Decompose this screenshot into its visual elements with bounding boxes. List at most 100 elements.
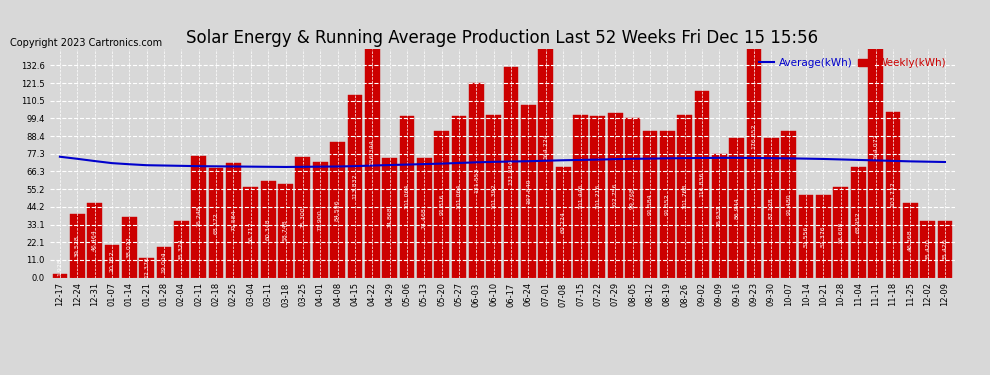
Text: 56.712: 56.712 — [248, 221, 253, 243]
Bar — [938, 221, 952, 278]
Bar — [278, 183, 293, 278]
Bar — [799, 195, 814, 278]
Text: 38.072: 38.072 — [127, 236, 132, 258]
Text: 1.928: 1.928 — [57, 258, 62, 276]
Text: 113.832: 113.832 — [352, 174, 357, 199]
Text: 51.376: 51.376 — [821, 226, 826, 247]
Bar — [834, 187, 848, 278]
Bar — [469, 83, 484, 278]
Bar — [486, 115, 501, 278]
Text: 39.528: 39.528 — [75, 235, 80, 257]
Text: 101.216: 101.216 — [595, 184, 600, 209]
Bar — [313, 162, 328, 278]
Bar — [400, 116, 415, 278]
Bar — [643, 131, 657, 278]
Bar — [140, 258, 154, 278]
Bar — [226, 163, 241, 278]
Bar — [521, 105, 536, 278]
Bar — [70, 214, 84, 278]
Bar — [87, 203, 102, 278]
Text: 56.608: 56.608 — [839, 222, 843, 243]
Text: 12.376: 12.376 — [145, 257, 149, 279]
Bar — [331, 142, 345, 278]
Bar — [105, 245, 120, 278]
Bar — [365, 27, 379, 278]
Text: 102.756: 102.756 — [613, 183, 618, 208]
Text: 101.064: 101.064 — [405, 184, 410, 209]
Text: 91.584: 91.584 — [647, 194, 652, 215]
Bar — [451, 116, 466, 278]
Text: 69.224: 69.224 — [560, 211, 565, 233]
Bar — [156, 247, 171, 278]
Bar — [730, 138, 744, 278]
Bar — [504, 66, 519, 278]
Text: 75.300: 75.300 — [300, 207, 305, 228]
Text: 35.420: 35.420 — [942, 238, 947, 260]
Bar — [174, 221, 189, 278]
Text: 101.768: 101.768 — [682, 183, 687, 209]
Bar — [695, 91, 710, 278]
Legend: Average(kWh), Weekly(kWh): Average(kWh), Weekly(kWh) — [754, 54, 950, 72]
Text: 99.768: 99.768 — [630, 187, 635, 209]
Text: 101.064: 101.064 — [456, 184, 461, 209]
Bar — [850, 167, 865, 278]
Text: 84.596: 84.596 — [335, 199, 341, 220]
Bar — [903, 203, 918, 278]
Text: 68.952: 68.952 — [855, 211, 860, 233]
Text: 58.748: 58.748 — [283, 220, 288, 242]
Bar — [626, 118, 640, 278]
Text: 91.816: 91.816 — [440, 194, 445, 215]
Bar — [868, 15, 883, 278]
Bar — [191, 156, 206, 278]
Text: 71.584: 71.584 — [231, 209, 236, 231]
Text: 91.552: 91.552 — [664, 194, 670, 215]
Text: 68.372: 68.372 — [214, 212, 219, 234]
Text: Copyright 2023 Cartronics.com: Copyright 2023 Cartronics.com — [10, 38, 162, 48]
Text: 121.552: 121.552 — [474, 168, 479, 193]
Bar — [555, 167, 570, 278]
Text: 51.556: 51.556 — [804, 226, 809, 247]
Text: 91.480: 91.480 — [786, 194, 791, 215]
Text: 35.324: 35.324 — [179, 238, 184, 260]
Text: 35.420: 35.420 — [925, 238, 930, 260]
Bar — [660, 131, 674, 278]
Text: 20.152: 20.152 — [110, 251, 115, 272]
Bar — [781, 131, 796, 278]
Bar — [921, 221, 935, 278]
Text: 46.368: 46.368 — [908, 230, 913, 251]
Bar — [260, 181, 275, 278]
Bar — [539, 15, 553, 278]
Text: 107.840: 107.840 — [526, 178, 531, 204]
Bar — [712, 154, 727, 278]
Text: 176.652: 176.652 — [751, 123, 756, 149]
Text: 76.248: 76.248 — [196, 206, 201, 227]
Text: 76.932: 76.932 — [717, 205, 722, 227]
Bar — [382, 158, 397, 278]
Text: 164.072: 164.072 — [873, 134, 878, 159]
Text: 60.348: 60.348 — [265, 218, 270, 240]
Bar — [885, 112, 900, 278]
Text: 101.392: 101.392 — [491, 184, 496, 209]
Bar — [52, 274, 67, 278]
Bar — [608, 113, 623, 278]
Bar — [816, 195, 831, 278]
Bar — [764, 138, 779, 278]
Bar — [417, 158, 432, 278]
Bar — [209, 168, 224, 278]
Text: 74.468: 74.468 — [422, 207, 427, 229]
Text: 156.344: 156.344 — [370, 140, 375, 165]
Text: 103.732: 103.732 — [890, 182, 895, 207]
Bar — [295, 157, 310, 278]
Bar — [347, 95, 362, 278]
Text: 131.884: 131.884 — [509, 159, 514, 185]
Bar — [677, 115, 692, 278]
Bar — [435, 130, 449, 278]
Text: 87.128: 87.128 — [769, 197, 774, 219]
Text: 19.004: 19.004 — [161, 252, 166, 273]
Bar — [122, 217, 137, 278]
Bar — [746, 0, 761, 278]
Bar — [590, 116, 605, 278]
Text: 46.464: 46.464 — [92, 230, 97, 251]
Text: 116.836: 116.836 — [700, 171, 705, 197]
Text: 71.900: 71.900 — [318, 209, 323, 231]
